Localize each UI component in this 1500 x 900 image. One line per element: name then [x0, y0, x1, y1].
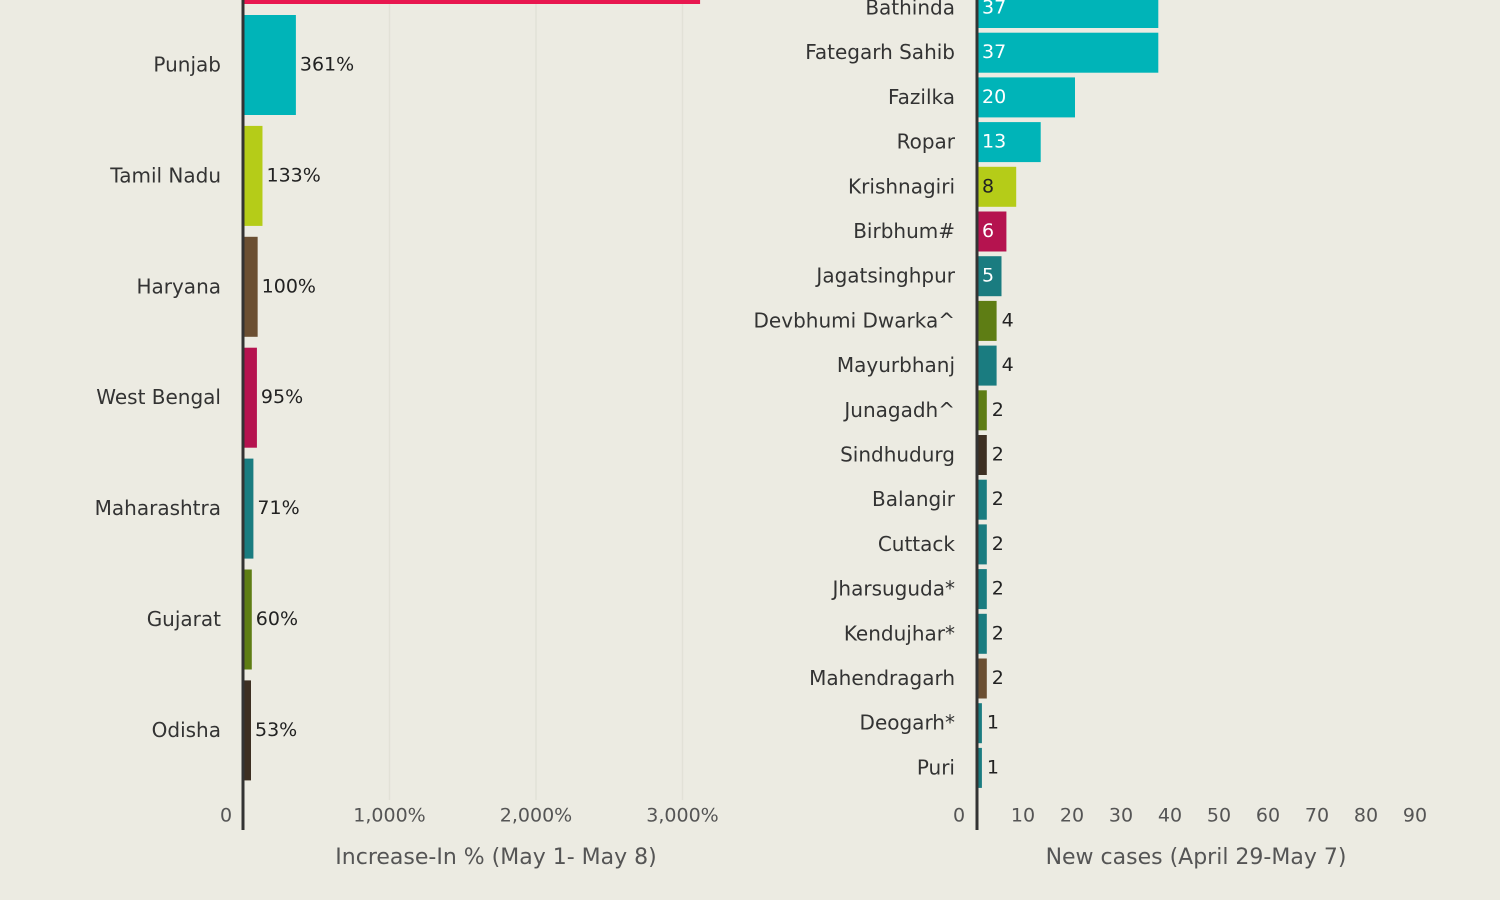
category-label: Punjab [153, 53, 221, 77]
value-label: 20 [982, 86, 1006, 108]
value-label: 60% [256, 608, 298, 630]
category-label: Krishnagiri [848, 174, 955, 198]
value-label: 4 [1002, 354, 1014, 376]
value-label: 1 [987, 712, 999, 734]
value-label: 4 [1002, 309, 1014, 331]
bar [243, 458, 254, 559]
tick-label: 0 [220, 805, 232, 827]
bar [977, 747, 982, 788]
bar [243, 680, 251, 781]
category-label: Mayurbhanj [837, 353, 955, 377]
tick-label: 1,000% [353, 805, 425, 827]
category-label: Junagadh^ [842, 398, 955, 422]
bar [977, 703, 982, 744]
bar [977, 0, 1159, 28]
value-label: 71% [257, 497, 299, 519]
bar [977, 613, 987, 654]
tick-label: 0 [953, 805, 965, 827]
category-label: Maharashtra [95, 496, 221, 520]
value-label: 37 [982, 0, 1006, 19]
x-axis-title: New cases (April 29-May 7) [1046, 845, 1347, 870]
value-label: 1 [987, 756, 999, 778]
bar-partial-top [243, 0, 701, 4]
category-label: Fazilka [888, 85, 955, 109]
value-label: 2 [992, 667, 1004, 689]
bar [977, 658, 987, 699]
x-axis-title: Increase-In % (May 1- May 8) [335, 845, 656, 870]
bar [243, 125, 263, 226]
tick-label: 80 [1354, 805, 1378, 827]
category-label: Birbhum# [853, 219, 955, 243]
value-label: 361% [300, 54, 354, 76]
value-label: 2 [992, 399, 1004, 421]
tick-label: 50 [1207, 805, 1231, 827]
value-label: 2 [992, 622, 1004, 644]
category-label: Puri [917, 755, 955, 779]
tick-label: 2,000% [500, 805, 572, 827]
tick-label: 20 [1060, 805, 1084, 827]
bar [977, 166, 1017, 207]
category-label: Odisha [152, 718, 221, 742]
bar [977, 479, 987, 520]
tick-label: 60 [1256, 805, 1280, 827]
category-label: Jharsuguda* [831, 577, 955, 601]
bar [977, 390, 987, 431]
category-label: West Bengal [96, 385, 221, 409]
value-label: 53% [255, 719, 297, 741]
bar [243, 569, 252, 670]
value-label: 95% [261, 386, 303, 408]
value-label: 8 [982, 175, 994, 197]
bar [243, 347, 257, 448]
category-label: Sindhudurg [840, 443, 955, 467]
category-label: Cuttack [878, 532, 956, 556]
tick-label: 10 [1011, 805, 1035, 827]
tick-label: 90 [1403, 805, 1427, 827]
bar [977, 300, 997, 341]
category-label: Jagatsinghpur [814, 264, 955, 288]
value-label: 100% [262, 275, 316, 297]
category-label: Bathinda [865, 0, 955, 20]
bar [977, 77, 1075, 118]
bar [977, 569, 987, 610]
category-label: Gujarat [147, 607, 221, 631]
bar [243, 15, 296, 115]
tick-label: 30 [1109, 805, 1133, 827]
tick-label: 3,000% [646, 805, 718, 827]
bar [977, 211, 1007, 252]
value-label: 2 [992, 488, 1004, 510]
category-label: Ropar [897, 130, 956, 154]
bar [977, 435, 987, 475]
value-label: 2 [992, 444, 1004, 466]
value-label: 2 [992, 578, 1004, 600]
category-label: Deogarh* [860, 711, 955, 735]
category-label: Tamil Nadu [109, 163, 221, 187]
value-label: 13 [982, 131, 1006, 153]
state-increase-chart: Punjab 361% Tamil Nadu 133% Haryana 100% West … [95, 0, 719, 870]
value-label: 6 [982, 220, 994, 242]
category-label: Mahendragarh [809, 666, 955, 690]
category-label: Devbhumi Dwarka^ [754, 308, 955, 332]
category-label: Kendujhar* [844, 621, 955, 645]
value-label: 2 [992, 533, 1004, 555]
tick-label: 70 [1305, 805, 1329, 827]
bar [977, 32, 1159, 73]
value-label: 37 [982, 41, 1006, 63]
tick-label: 40 [1158, 805, 1182, 827]
value-label: 133% [266, 164, 320, 186]
bar [977, 256, 1002, 297]
bar [977, 345, 997, 386]
value-label: 5 [982, 265, 994, 287]
bar [243, 236, 258, 337]
bar [977, 122, 1041, 163]
bar [977, 524, 987, 565]
category-label: Haryana [136, 274, 221, 298]
category-label: Fategarh Sahib [805, 40, 955, 64]
category-label: Balangir [872, 487, 956, 511]
